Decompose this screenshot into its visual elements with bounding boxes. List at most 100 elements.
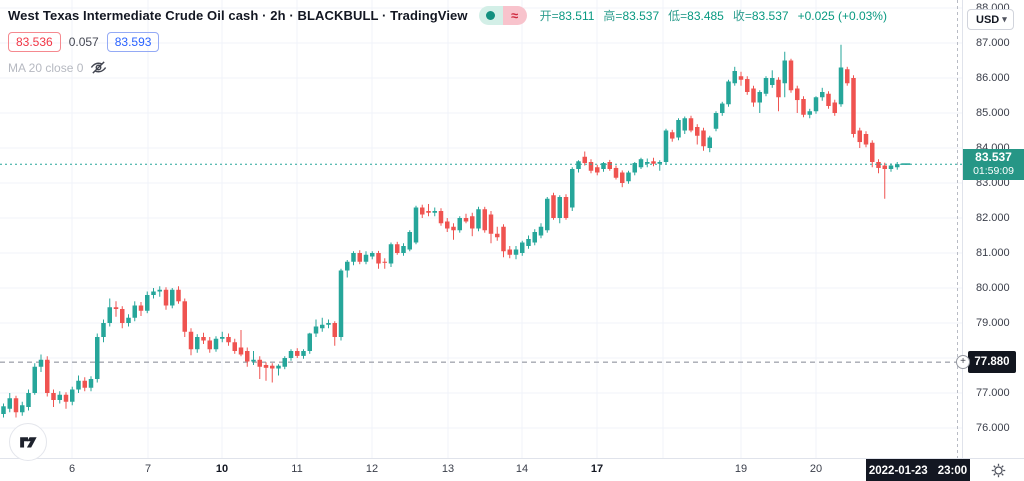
delayed-data-icon[interactable]: ≈: [502, 6, 527, 25]
price-axis-label: 77.000: [976, 387, 1010, 399]
candle: [57, 394, 62, 400]
candle: [51, 393, 56, 400]
candle: [776, 79, 781, 98]
candle: [145, 295, 150, 311]
candle: [588, 162, 594, 171]
candle: [682, 118, 687, 131]
bid-price-button[interactable]: 83.536: [8, 32, 61, 52]
candle: [738, 76, 744, 80]
tradingview-logo[interactable]: [9, 423, 47, 461]
candle: [426, 211, 431, 213]
candle: [182, 301, 187, 332]
candle: [638, 159, 644, 168]
candle: [263, 365, 269, 368]
candle: [238, 347, 244, 355]
ohlc-item: 开=83.511: [539, 9, 595, 23]
candle: [407, 232, 412, 250]
candle: [1, 406, 6, 414]
candle: [545, 198, 550, 231]
price-axis[interactable]: 88.000 87.000 86.000 85.000 84.000 83.000 82.0…: [956, 0, 1024, 458]
price-axis-label: 79.000: [976, 317, 1010, 329]
candle: [413, 207, 419, 243]
candle: [432, 211, 437, 213]
candle: [38, 359, 44, 367]
time-axis-label: 7: [144, 463, 152, 475]
candle: [7, 398, 12, 409]
candle: [551, 195, 556, 218]
candle: [257, 359, 262, 367]
candle: [895, 164, 900, 168]
candle: [657, 162, 662, 164]
candle: [538, 226, 544, 236]
time-axis[interactable]: 6 7 10 11 12 13 14 17 19 20 2022-01-23 23:00: [0, 458, 1024, 481]
candle: [376, 253, 381, 264]
candle: [763, 78, 769, 94]
price-axis-label: 76.000: [976, 422, 1010, 434]
candle: [88, 379, 94, 388]
candle: [320, 324, 325, 329]
candle: [307, 333, 312, 351]
candle: [76, 380, 81, 390]
candle: [695, 127, 700, 136]
axis-settings-gear-icon[interactable]: [990, 462, 1007, 479]
candle: [726, 81, 731, 105]
spread-value: 0.057: [68, 35, 99, 49]
candlestick-chart[interactable]: [0, 0, 962, 458]
candle: [807, 111, 812, 115]
alert-price-label[interactable]: 77.880: [968, 351, 1016, 373]
currency-selector[interactable]: USD ▾: [967, 9, 1014, 30]
candle: [132, 305, 137, 318]
price-axis-label: 85.000: [976, 107, 1010, 119]
candle: [451, 226, 456, 231]
candle: [651, 161, 656, 164]
candle: [213, 338, 219, 350]
candle: [126, 317, 131, 323]
candle: [532, 232, 537, 243]
ask-price-button[interactable]: 83.593: [106, 32, 160, 52]
candle: [195, 337, 200, 350]
candle: [745, 79, 750, 92]
candle: [363, 254, 369, 262]
ohlc-item: 高=83.537: [603, 9, 660, 23]
candle: [607, 162, 612, 169]
candle: [495, 233, 500, 238]
candle: [220, 337, 225, 339]
candle: [151, 291, 156, 295]
candle: [563, 197, 569, 218]
candle: [207, 340, 212, 350]
market-open-icon[interactable]: [478, 6, 503, 25]
candle: [270, 365, 275, 369]
candle: [70, 389, 75, 402]
price-axis-label: 80.000: [976, 282, 1010, 294]
candle: [388, 244, 394, 264]
candle: [101, 323, 106, 337]
candle: [601, 163, 606, 169]
candle: [438, 211, 444, 224]
eye-off-icon[interactable]: [90, 59, 107, 76]
candle: [751, 88, 756, 103]
candle: [26, 393, 31, 407]
add-alert-plus-icon[interactable]: +: [956, 355, 970, 369]
candle: [676, 120, 681, 138]
candle: [295, 351, 300, 356]
candle: [113, 307, 119, 309]
candle: [251, 359, 256, 362]
crosshair-datetime-label: 2022-01-23 23:00: [866, 459, 970, 481]
candle: [382, 261, 387, 263]
candle: [832, 102, 837, 113]
candle: [501, 226, 506, 252]
status-badges[interactable]: ≈: [478, 6, 527, 25]
candle: [420, 207, 425, 215]
candle: [707, 137, 712, 148]
candle: [45, 359, 50, 393]
candle: [626, 172, 631, 182]
candle: [507, 249, 512, 255]
price-axis-label: 86.000: [976, 72, 1010, 84]
candle: [613, 167, 619, 178]
price-axis-label: 81.000: [976, 247, 1010, 259]
candle: [245, 351, 250, 362]
candle: [888, 165, 894, 169]
candle: [288, 351, 294, 358]
candle: [332, 323, 337, 337]
ohlc-readout: 开=83.511 高=83.537 低=83.485 收=83.537 +0.025 (…: [540, 7, 887, 24]
